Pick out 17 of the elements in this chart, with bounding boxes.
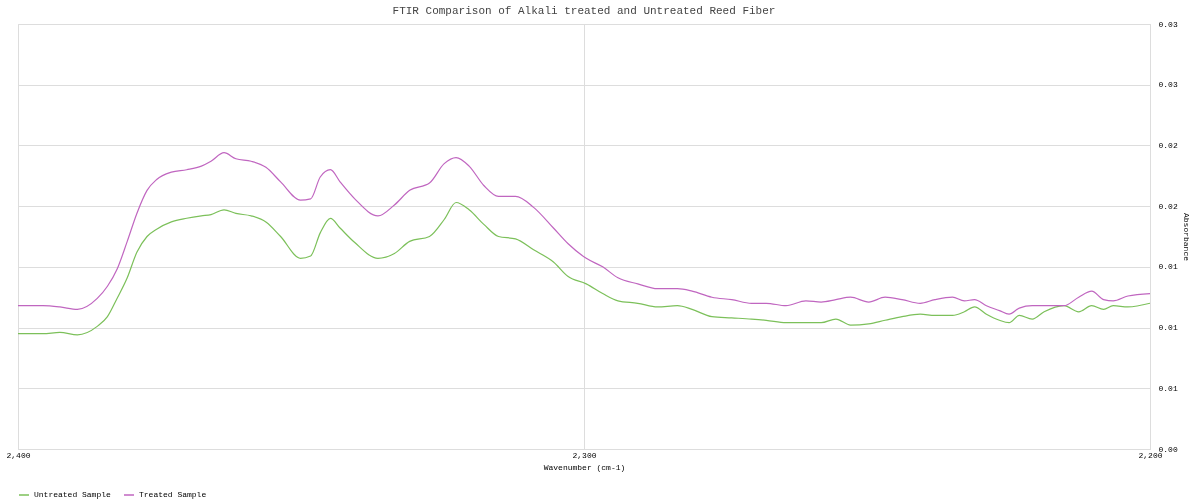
chart-title: FTIR Comparison of Alkali treated and Untreated Reed Fiber — [392, 5, 776, 17]
y-tick-label: 0.02 — [1158, 201, 1178, 211]
y-axis-title: Absorbance — [1181, 212, 1191, 262]
line-series — [17, 201, 1151, 336]
y-tick-label: 0.03 — [1158, 19, 1178, 29]
y-tick-label: 0.03 — [1158, 80, 1178, 90]
y-tick-label: 0.01 — [1158, 383, 1178, 393]
y-tick-label: 0.01 — [1158, 323, 1178, 333]
line-series — [17, 152, 1151, 315]
x-axis-title: Wavenumber (cm-1) — [543, 462, 626, 472]
y-tick-label: 0.02 — [1158, 140, 1178, 150]
x-tick-label: 2,400 — [6, 450, 31, 460]
y-tick-label: 0.00 — [1158, 444, 1178, 454]
x-tick-label: 2,300 — [572, 450, 597, 460]
legend-label: Treated Sample — [139, 490, 207, 499]
legend-label: Untreated Sample — [34, 490, 112, 499]
y-tick-label: 0.01 — [1158, 262, 1178, 272]
